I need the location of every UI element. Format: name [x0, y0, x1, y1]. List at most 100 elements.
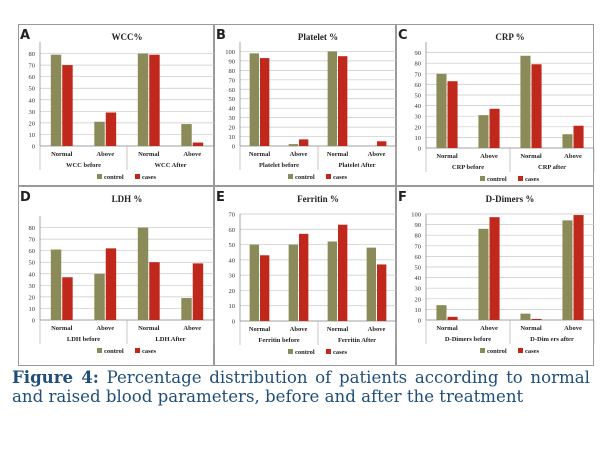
x-category-label: Normal — [327, 151, 348, 158]
x-category-label: Above — [368, 326, 386, 333]
y-tick-label: 60 — [229, 227, 236, 234]
x-group-label: Ferritin before — [258, 337, 299, 344]
bar-cases-2 — [338, 224, 348, 321]
bar-cases-1 — [299, 139, 309, 146]
bar-control-0 — [249, 53, 259, 146]
y-tick-label: 50 — [229, 242, 236, 249]
x-category-label: Normal — [138, 325, 159, 332]
chart-panel-D: D LDH % 0 10 20 30 40 50 60 70 80 Normal Above Normal… — [20, 190, 215, 355]
x-group-label: CRP after — [538, 164, 566, 171]
panel-letter: B — [216, 28, 226, 43]
bar-control-0 — [249, 244, 259, 321]
panel-border-2 — [396, 24, 594, 186]
x-category-label: Normal — [138, 151, 159, 158]
figure-panels: A WCC% 0 10 20 30 40 50 60 70 80 Normal Above Normal A… — [18, 24, 595, 366]
x-category-label: Normal — [249, 151, 270, 158]
bar-control-1 — [288, 144, 298, 146]
bar-cases-3 — [192, 142, 204, 146]
x-category-label: Normal — [520, 325, 541, 332]
bar-control-1 — [94, 273, 105, 320]
bar-cases-0 — [447, 316, 458, 320]
legend-label-control: control — [104, 348, 124, 355]
legend-swatch-control — [97, 348, 102, 353]
chart-title: LDH % — [112, 194, 143, 204]
x-group-label: CRP before — [452, 164, 484, 171]
x-category-label: Above — [183, 151, 201, 158]
y-tick-label: 10 — [415, 135, 422, 142]
bar-cases-0 — [447, 81, 458, 148]
bar-control-2 — [520, 55, 531, 148]
chart-title: WCC% — [112, 32, 143, 42]
legend-swatch-control — [288, 349, 293, 354]
y-tick-label: 30 — [415, 114, 422, 121]
y-tick-label: 50 — [415, 93, 422, 100]
x-category-label: Above — [96, 151, 114, 158]
bar-control-1 — [288, 244, 298, 321]
y-tick-label: 30 — [29, 283, 36, 290]
y-tick-label: 20 — [29, 120, 36, 127]
y-tick-label: 20 — [229, 125, 236, 132]
y-tick-label: 0 — [418, 318, 421, 325]
bar-cases-0 — [62, 65, 73, 146]
panel-letter: F — [398, 190, 407, 205]
legend-label-cases: cases — [142, 174, 157, 181]
bar-control-3 — [181, 298, 192, 320]
bar-cases-1 — [489, 108, 500, 148]
x-category-label: Above — [368, 151, 386, 158]
y-tick-label: 90 — [229, 58, 236, 65]
legend-swatch-cases — [326, 174, 331, 179]
legend-swatch-cases — [518, 348, 523, 353]
y-tick-label: 50 — [415, 265, 422, 272]
x-category-label: Above — [290, 151, 308, 158]
y-tick-label: 70 — [229, 212, 236, 219]
legend-label-control: control — [487, 348, 507, 355]
y-tick-label: 20 — [415, 296, 422, 303]
caption-text: Percentage distribution of patients acco… — [12, 368, 590, 406]
bar-cases-3 — [192, 263, 204, 320]
x-group-label: WCC After — [155, 162, 187, 169]
y-tick-label: 80 — [29, 225, 36, 232]
legend-label-control: control — [295, 349, 315, 356]
legend-swatch-control — [97, 174, 102, 179]
y-tick-label: 30 — [415, 286, 422, 293]
y-tick-label: 80 — [415, 61, 422, 68]
bar-cases-3 — [573, 125, 584, 148]
bar-cases-3 — [573, 215, 584, 320]
bar-control-1 — [94, 121, 105, 146]
y-tick-label: 70 — [415, 243, 422, 250]
panel-border-1 — [214, 24, 396, 186]
y-tick-label: 60 — [415, 254, 422, 261]
y-tick-label: 80 — [29, 51, 36, 58]
y-tick-label: 20 — [29, 294, 36, 301]
y-tick-label: 10 — [229, 134, 236, 141]
bar-cases-2 — [149, 262, 160, 320]
bar-control-1 — [478, 115, 489, 148]
panel-border-3 — [18, 186, 214, 366]
chart-title: Platelet % — [298, 32, 338, 42]
x-category-label: Normal — [249, 326, 270, 333]
x-category-label: Normal — [436, 325, 457, 332]
x-group-label: WCC before — [66, 162, 101, 169]
y-tick-label: 70 — [29, 237, 36, 244]
y-tick-label: 40 — [229, 257, 236, 264]
y-tick-label: 0 — [418, 146, 421, 153]
bar-control-0 — [436, 305, 447, 320]
y-tick-label: 10 — [229, 303, 236, 310]
x-category-label: Normal — [327, 326, 348, 333]
bar-cases-2 — [531, 64, 542, 148]
legend-label-cases: cases — [525, 176, 540, 183]
y-tick-label: 60 — [29, 74, 36, 81]
bar-control-2 — [327, 241, 337, 321]
bar-control-0 — [436, 73, 447, 148]
legend-swatch-control — [480, 176, 485, 181]
y-tick-label: 30 — [229, 273, 236, 280]
x-group-label: Platelet before — [259, 162, 299, 169]
bar-control-3 — [366, 247, 376, 321]
y-tick-label: 40 — [415, 103, 422, 110]
panel-border-0 — [18, 24, 214, 186]
y-tick-label: 0 — [32, 318, 35, 325]
x-category-label: Above — [96, 325, 114, 332]
legend-swatch-cases — [326, 349, 331, 354]
legend-label-cases: cases — [142, 348, 157, 355]
bar-control-2 — [137, 227, 149, 320]
